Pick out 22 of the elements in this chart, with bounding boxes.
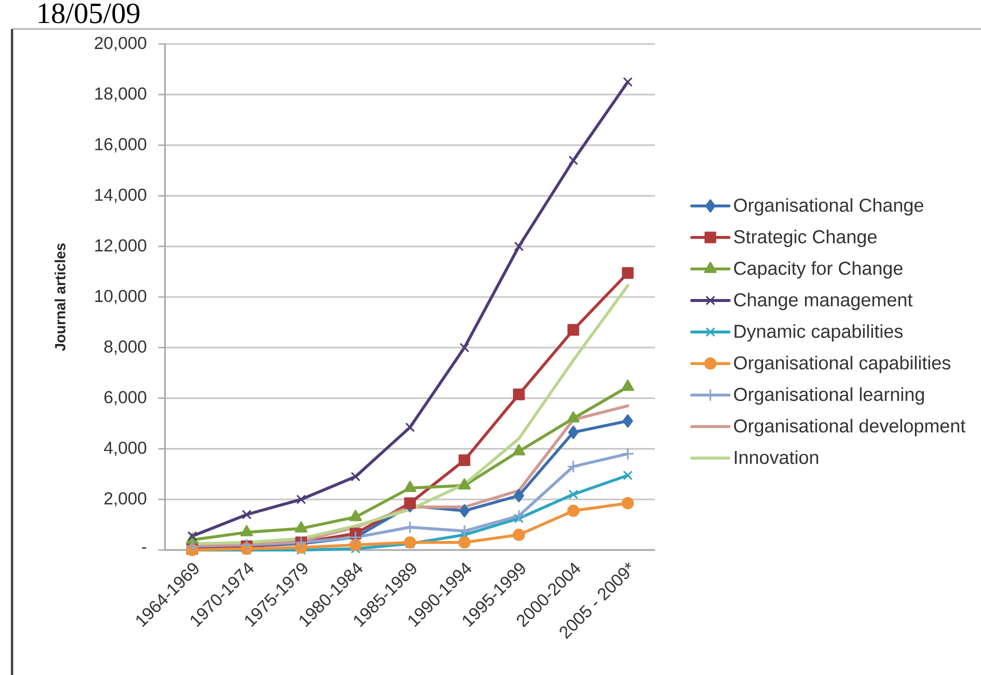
text: 18/05/09: [38, 3, 140, 24]
y-tick-label: 4,000: [104, 442, 146, 456]
y-tick-label: 18,000: [95, 87, 146, 102]
legend-label: Organisational Change: [734, 198, 924, 216]
legend-label: Organisational learning: [734, 387, 924, 405]
y-tick-label: 14,000: [95, 188, 146, 203]
y-tick-label: 8,000: [104, 340, 146, 355]
y-tick-label: 20,000: [94, 36, 146, 52]
y-tick-label: 16,000: [95, 138, 146, 152]
legend-label: Capacity for Change: [734, 261, 902, 279]
legend-label: Change management: [734, 292, 913, 310]
y-tick-label: 10,000: [95, 290, 146, 304]
y-tick-label: 2,000: [104, 492, 146, 507]
y-tick-label: -: [142, 547, 146, 549]
legend-label: Dynamic capabilities: [734, 324, 903, 342]
legend-label: Strategic Change: [734, 230, 877, 248]
legend-label: Organisational development: [734, 418, 966, 436]
legend-label: Innovation: [734, 450, 818, 464]
y-tick-label: 6,000: [104, 391, 146, 406]
legend-label: Organisational capabilities: [734, 356, 950, 374]
y-tick-label: 12,000: [95, 239, 146, 254]
y-axis-title: Journal articles: [54, 243, 66, 351]
